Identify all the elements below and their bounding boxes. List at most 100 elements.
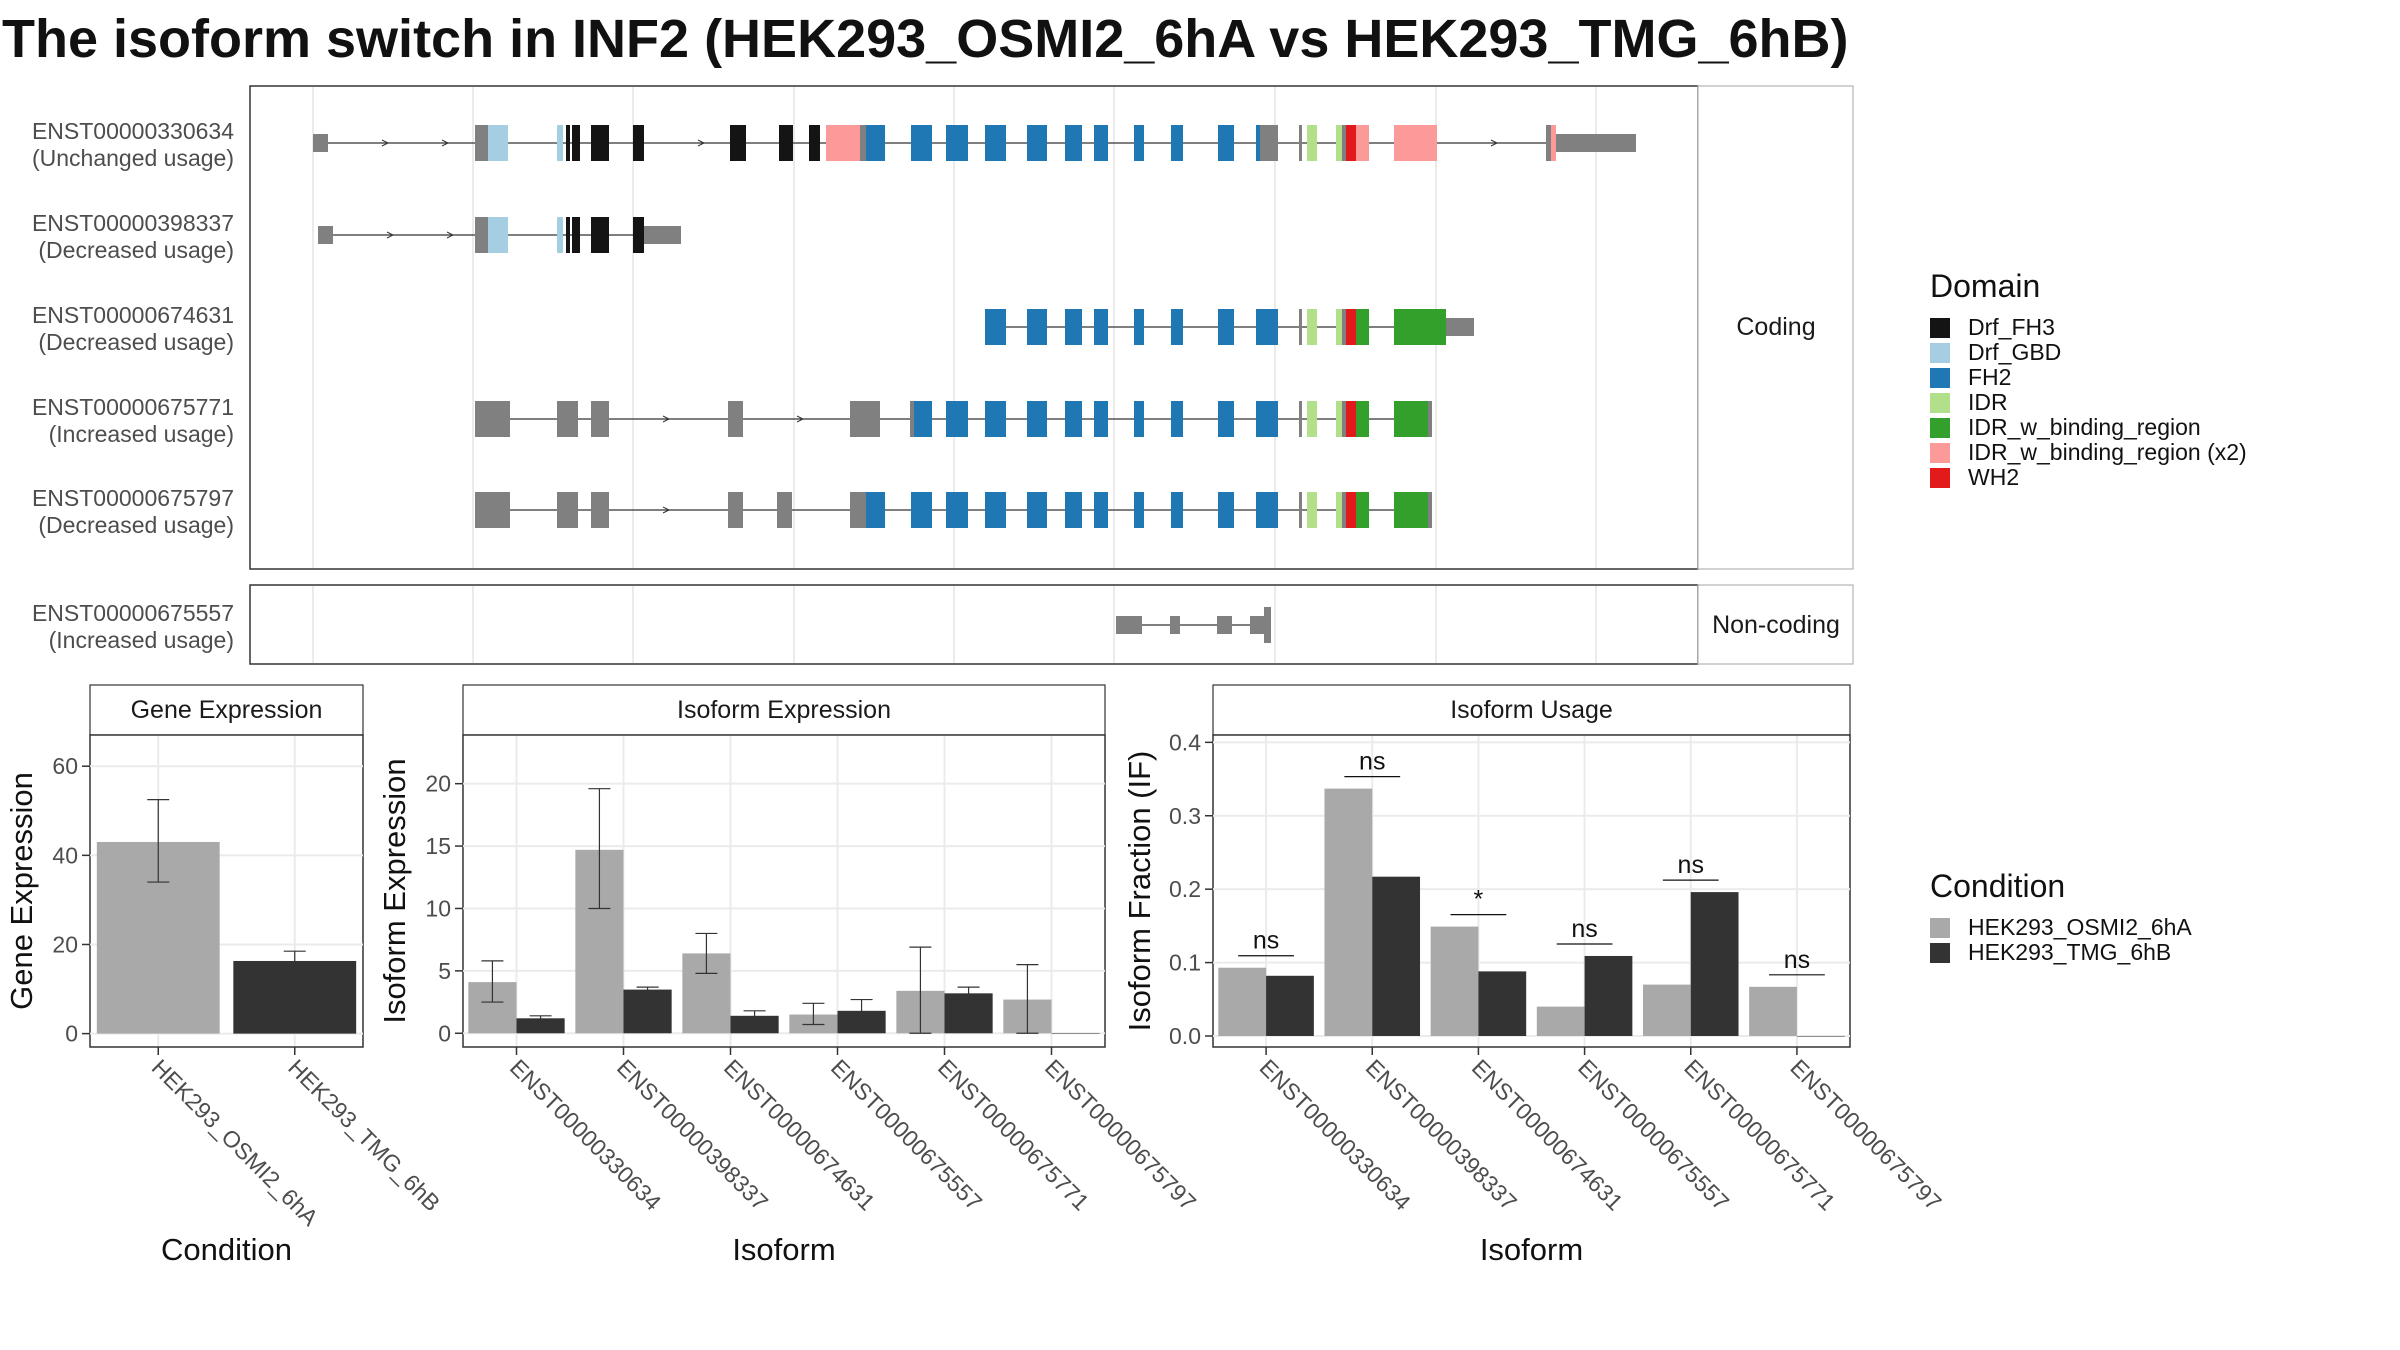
exon-block (488, 217, 508, 253)
exon-block (860, 125, 866, 161)
transcript-id-label: ENST00000398337 (32, 210, 234, 236)
domain-legend-swatch (1930, 392, 1950, 413)
domain-legend-items: Drf_FH3 Drf_GBD FH2 IDR IDR_w_binding_region… (1930, 314, 2247, 490)
domain-legend-item: IDR_w_binding_region (x2) (1930, 439, 2247, 465)
transcript-id-label: ENST00000675771 (32, 394, 234, 420)
x-axis-label: Isoform (732, 1232, 835, 1267)
exon-block (475, 401, 510, 437)
significance-label: ns (1359, 748, 1385, 776)
exon-block (1336, 125, 1342, 161)
exon-block (633, 125, 644, 161)
exon-block (1264, 607, 1271, 643)
domain-legend-item: FH2 (1930, 364, 2247, 390)
exon-block (475, 217, 488, 253)
exon-block (985, 492, 1006, 528)
bar (1324, 788, 1373, 1036)
exon-block (1356, 401, 1369, 437)
exon-block (318, 226, 333, 244)
y-tick-label: 0.0 (1169, 1023, 1201, 1049)
figure-title: The isoform switch in INF2 (HEK293_OSMI2… (2, 9, 1849, 69)
y-tick-label: 20 (425, 771, 451, 797)
bar (730, 1015, 779, 1034)
exon-block (1094, 309, 1108, 345)
bar (1218, 967, 1267, 1036)
exon-block (591, 125, 609, 161)
y-tick-label: 0 (65, 1021, 78, 1047)
domain-legend-item: WH2 (1930, 464, 2247, 490)
y-tick-label: 60 (52, 753, 78, 779)
domain-legend-title: Domain (1930, 268, 2041, 304)
exon-block (1171, 309, 1183, 345)
chart-title: Isoform Expression (677, 696, 891, 724)
condition-legend: Condition HEK293_OSMI2_6hA HEK293_TMG_6hB (1930, 868, 2192, 965)
y-tick-label: 0.4 (1169, 729, 1201, 755)
exon-block (985, 309, 1006, 345)
bar (1266, 975, 1314, 1036)
y-tick-label: 0 (438, 1020, 451, 1046)
transcript-id-label: ENST00000675557 (32, 600, 234, 626)
condition-legend-title: Condition (1930, 868, 2066, 904)
exon-block (1065, 401, 1082, 437)
exon-block (1218, 125, 1234, 161)
exon-block (728, 492, 743, 528)
transcript-id-label: ENST00000674631 (32, 302, 234, 328)
exon-block (1346, 309, 1356, 345)
bar (623, 989, 672, 1034)
exon-block (572, 125, 580, 161)
y-tick-label: 5 (438, 958, 451, 984)
exon-block (1346, 125, 1356, 161)
exon-block (1218, 401, 1234, 437)
exon-block (866, 492, 885, 528)
exon-block (1556, 134, 1636, 152)
exon-block (1394, 492, 1428, 528)
bar (1372, 876, 1421, 1036)
exon-block (946, 401, 968, 437)
exon-block (1428, 492, 1432, 528)
exon-block (1336, 492, 1342, 528)
domain-legend-item: IDR_w_binding_region (1930, 414, 2247, 440)
noncoding-panel (249, 584, 1699, 665)
exon-block (1342, 401, 1346, 437)
exon-block (1134, 492, 1144, 528)
significance-label: ns (1253, 927, 1279, 955)
exon-block (1299, 492, 1302, 528)
exon-block (1218, 309, 1234, 345)
exon-block (1428, 401, 1432, 437)
exon-block (1134, 125, 1144, 161)
y-tick-label: 20 (52, 931, 78, 957)
exon-block (1116, 616, 1142, 634)
exon-block (1027, 492, 1047, 528)
y-tick-label: 15 (425, 833, 451, 859)
transcript-usage-label: (Decreased usage) (38, 512, 234, 538)
exon-block (557, 401, 578, 437)
exon-block (488, 125, 508, 161)
exon-block (911, 125, 932, 161)
exon-block (1027, 309, 1047, 345)
exon-block (1342, 125, 1346, 161)
exon-block (1170, 616, 1180, 634)
exon-block (1027, 401, 1047, 437)
exon-block (557, 492, 578, 528)
exon-block (475, 125, 488, 161)
y-axis-label: Gene Expression (4, 772, 39, 1010)
coding-panel (249, 85, 1699, 570)
y-axis-label: Isoform Expression (377, 758, 412, 1023)
intron-arrow (381, 139, 390, 147)
exon-block (1394, 125, 1437, 161)
significance-label: ns (1784, 946, 1810, 974)
intron-arrow (662, 506, 671, 514)
exon-block (866, 125, 885, 161)
x-axis-label: Condition (161, 1232, 292, 1267)
noncoding-strip (1697, 584, 1854, 665)
exon-block (1346, 401, 1356, 437)
noncoding-facet-label: Non-coding (1712, 611, 1840, 639)
exon-block (985, 401, 1006, 437)
transcript-usage-label: (Decreased usage) (38, 237, 234, 263)
domain-legend-label: Drf_GBD (1968, 339, 2062, 365)
transcript-usage-label: (Decreased usage) (38, 329, 234, 355)
bar (1642, 984, 1691, 1036)
exon-block (1027, 125, 1047, 161)
significance-label: ns (1678, 851, 1704, 879)
exon-block (1307, 125, 1317, 161)
